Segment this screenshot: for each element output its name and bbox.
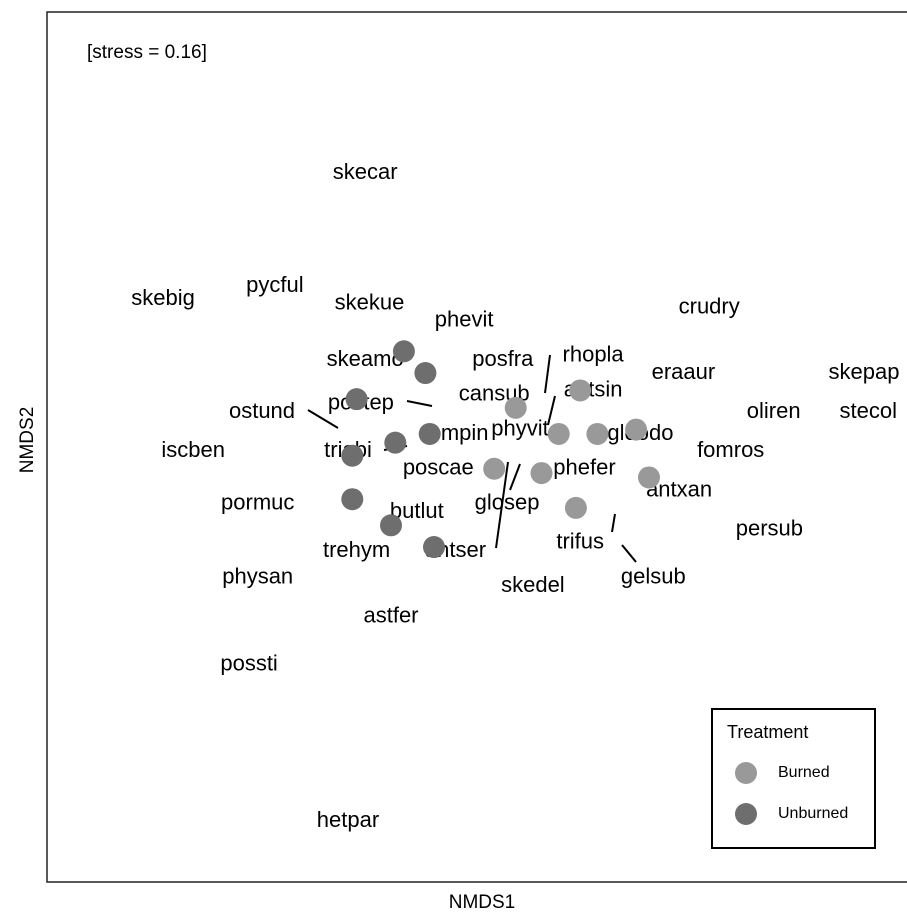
species-label: fomros (697, 437, 764, 462)
leader-line (547, 395, 556, 426)
leader-line (495, 461, 509, 549)
site-point (638, 466, 660, 489)
species-label: phevit (435, 307, 494, 332)
stress-annotation: [stress = 0.16] (87, 42, 207, 63)
species-label: skekue (335, 289, 405, 314)
legend-label: Unburned (778, 805, 848, 822)
site-point (569, 379, 592, 402)
site-point (423, 536, 445, 559)
leader-line (611, 513, 616, 533)
leader-line (509, 463, 521, 491)
site-point (384, 431, 407, 454)
site-point (341, 488, 364, 511)
site-point (341, 444, 364, 467)
species-label: skepap (829, 359, 900, 384)
leader-line (307, 409, 339, 429)
species-label: iscben (161, 437, 225, 462)
species-label: pormuc (221, 489, 294, 514)
site-point (414, 362, 437, 385)
legend-label: Burned (778, 764, 830, 781)
x-axis-label: NMDS1 (449, 892, 516, 912)
leader-line (621, 544, 637, 563)
species-label: stecol (840, 398, 897, 423)
species-label: trehym (323, 537, 390, 562)
legend-swatch (735, 762, 757, 784)
site-point (504, 396, 527, 419)
site-point (345, 388, 368, 411)
y-axis-label: NMDS2 (17, 407, 38, 474)
species-label: pycful (246, 272, 303, 297)
species-label: possti (220, 650, 277, 675)
species-label: hetpar (317, 807, 379, 832)
species-label: astfer (363, 602, 418, 627)
site-point (586, 422, 609, 445)
species-label: phefer (553, 455, 615, 480)
species-label: oliren (747, 398, 801, 423)
site-point (380, 514, 402, 537)
site-point (625, 418, 648, 441)
site-point (418, 422, 441, 445)
leader-line (544, 354, 551, 394)
species-label: trifus (556, 529, 604, 554)
species-label: skebig (131, 285, 195, 310)
species-label: rhopla (563, 341, 625, 366)
site-point (547, 422, 570, 445)
leader-line (406, 400, 433, 407)
species-label: persub (736, 515, 803, 540)
legend-swatch (735, 803, 757, 825)
species-label: physan (222, 563, 293, 588)
species-label: skecar (333, 159, 398, 184)
species-label: skedel (501, 572, 565, 597)
species-label: poscae (403, 455, 474, 480)
site-point (483, 457, 506, 480)
leader-lines (307, 354, 637, 563)
legend-title: Treatment (727, 722, 808, 742)
site-point (530, 462, 553, 485)
site-point (564, 496, 587, 519)
site-point (392, 340, 415, 363)
species-label: skeamo (327, 346, 404, 371)
species-label: glosep (475, 489, 540, 514)
species-label: posfra (472, 346, 534, 371)
species-label: ostund (229, 398, 295, 423)
panel-border (46, 11, 907, 883)
species-label: eraaur (652, 359, 716, 384)
species-label: gelsub (621, 563, 686, 588)
species-label: crudry (679, 294, 740, 319)
species-label: phyvit (491, 415, 548, 440)
